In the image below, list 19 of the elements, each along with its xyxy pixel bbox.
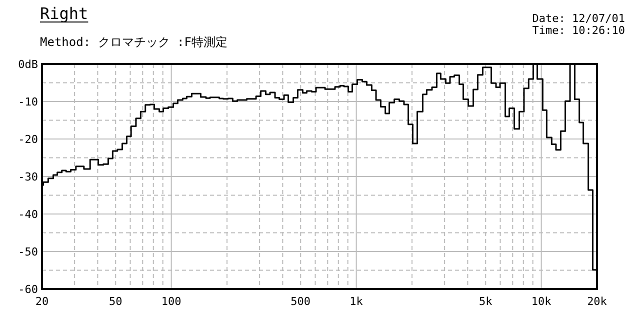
y-tick-label: -20 (18, 133, 38, 146)
chart-subtitle: Method: クロマチック :F特測定 (40, 35, 228, 49)
x-tick-label: 20k (587, 295, 608, 308)
y-tick-label: 0dB (18, 58, 38, 71)
x-tick-label: 50 (108, 295, 122, 308)
x-tick-label: 500 (290, 295, 311, 308)
y-tick-label: -50 (18, 246, 38, 258)
y-tick-label: -60 (18, 283, 38, 296)
x-tick-label: 1k (350, 295, 364, 308)
text: Time: 10:26:10 (532, 24, 625, 37)
x-tick-label: 20 (35, 295, 49, 308)
x-tick-label: 100 (161, 295, 182, 308)
y-tick-label: -10 (18, 96, 38, 108)
chart-title: Right (40, 4, 88, 23)
x-tick-label: 10k (531, 295, 552, 308)
x-tick-label: 5k (478, 295, 493, 308)
y-tick-label: -40 (18, 208, 38, 221)
text: Date: 12/07/01 (532, 12, 625, 25)
y-tick-label: -30 (18, 170, 38, 184)
